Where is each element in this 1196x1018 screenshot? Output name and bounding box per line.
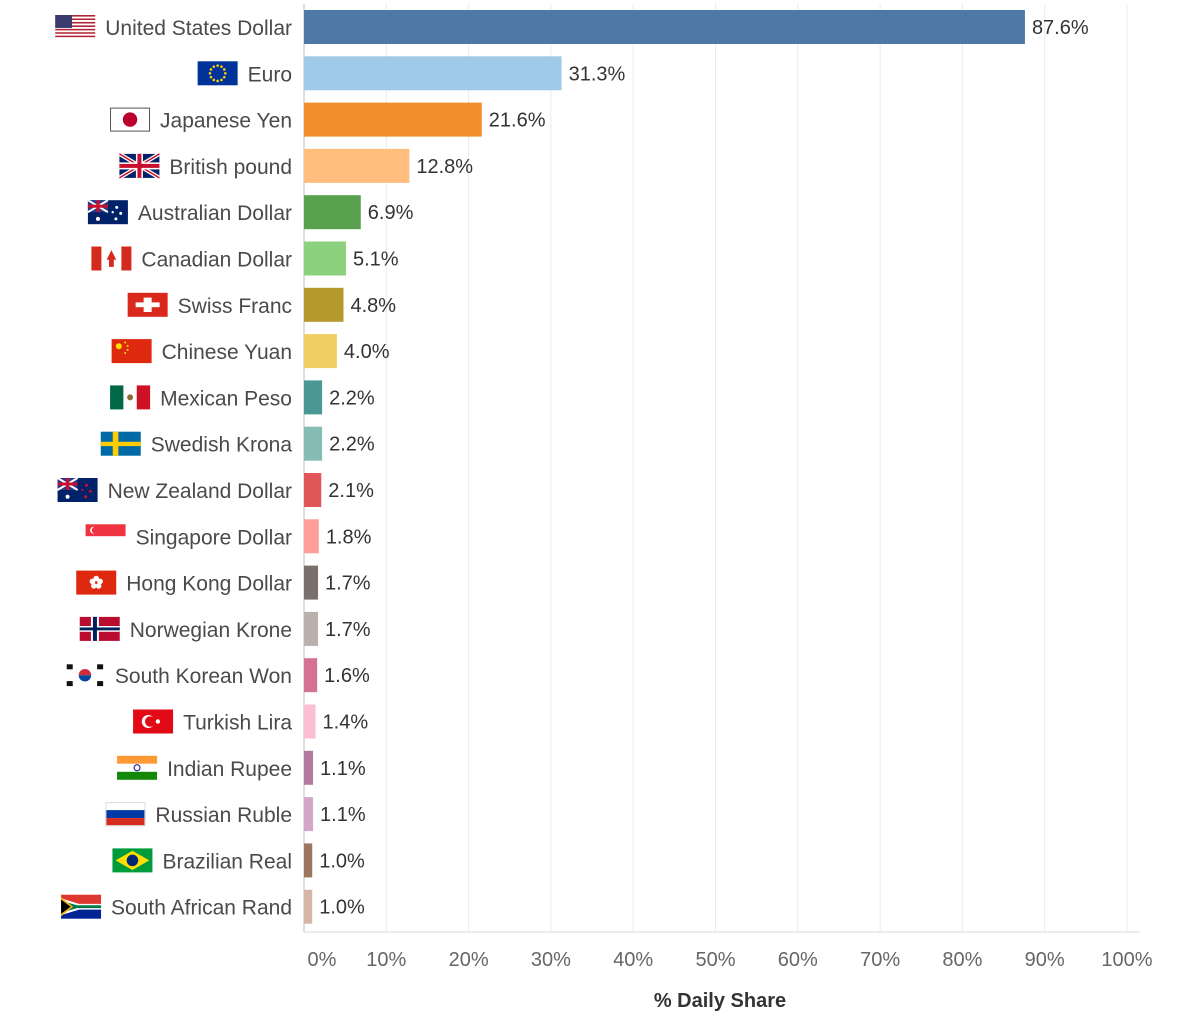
- x-tick-label: 70%: [860, 949, 900, 971]
- flag-tr-icon: [133, 709, 174, 734]
- flag-cn-icon: [111, 339, 152, 364]
- bar: [304, 473, 322, 507]
- bar: [304, 658, 318, 693]
- bar: [304, 519, 319, 554]
- bar: [304, 102, 482, 137]
- bar: [304, 750, 314, 785]
- category-label: Indian Rupee: [167, 758, 292, 781]
- category-label: United States Dollar: [105, 17, 292, 40]
- flag-ca-icon: [91, 246, 132, 271]
- bar: [304, 843, 313, 878]
- value-label: 4.0%: [344, 341, 390, 363]
- bar: [304, 797, 314, 832]
- value-label: 1.7%: [325, 619, 371, 641]
- value-label: 1.6%: [324, 665, 370, 687]
- bar: [304, 241, 346, 276]
- value-label: 2.2%: [329, 387, 375, 409]
- category-label: Singapore Dollar: [136, 526, 292, 549]
- value-label: 2.2%: [329, 434, 375, 456]
- x-tick-label: 30%: [531, 949, 571, 971]
- flag-ch-icon: [127, 292, 168, 317]
- value-label: 6.9%: [368, 202, 414, 224]
- flag-ru-icon: [105, 802, 146, 827]
- flag-in-icon: [117, 755, 158, 780]
- flag-icons: [55, 15, 238, 919]
- flag-mx-icon: [110, 385, 151, 410]
- bar: [304, 148, 410, 183]
- value-label: 87.6%: [1032, 17, 1089, 39]
- flag-no-icon: [79, 616, 120, 641]
- value-label: 1.4%: [323, 712, 369, 734]
- x-axis-ticks: 0% 10% 20% 30% 40% 50% 60% 70% 80% 90% 100%: [308, 949, 1153, 971]
- x-tick-label: 40%: [613, 949, 653, 971]
- bar: [304, 565, 318, 600]
- category-label: Hong Kong Dollar: [126, 573, 292, 596]
- x-tick-label: 50%: [695, 949, 735, 971]
- flag-uk-icon: [118, 152, 161, 180]
- value-label: 1.0%: [319, 897, 365, 919]
- category-labels: United States Dollar Euro Japanese Yen Brit…: [105, 17, 292, 920]
- x-tick-label: 10%: [366, 949, 406, 971]
- flag-us-icon: [55, 15, 96, 39]
- category-label: Norwegian Krone: [130, 619, 292, 642]
- value-label: 1.8%: [326, 526, 372, 548]
- bar: [304, 704, 316, 739]
- category-label: Canadian Dollar: [141, 249, 292, 272]
- value-label: 1.1%: [320, 758, 366, 780]
- bar: [304, 380, 323, 415]
- x-tick-label: 0%: [308, 949, 337, 971]
- bar: [304, 611, 318, 646]
- category-label: Japanese Yen: [160, 110, 292, 133]
- flag-jp-icon: [110, 107, 151, 132]
- value-label: 21.6%: [489, 110, 546, 132]
- bar: [304, 195, 361, 230]
- flag-se-icon: [100, 431, 141, 456]
- category-label: Brazilian Real: [162, 850, 292, 873]
- category-label: British pound: [169, 156, 292, 179]
- category-label: South Korean Won: [115, 665, 292, 688]
- bar: [304, 889, 313, 924]
- flag-eu-icon: [197, 61, 238, 86]
- category-label: Swedish Krona: [151, 434, 293, 457]
- category-label: Mexican Peso: [160, 387, 292, 410]
- flag-br-icon: [112, 848, 153, 873]
- category-label: Swiss Franc: [178, 295, 292, 318]
- value-label: 31.3%: [569, 63, 626, 85]
- category-label: Russian Ruble: [155, 804, 292, 827]
- x-axis-title: % Daily Share: [654, 990, 786, 1012]
- grid-lines: [303, 4, 1140, 933]
- bar: [304, 334, 337, 369]
- flag-hk-icon: [76, 570, 117, 595]
- x-tick-label: 20%: [449, 949, 489, 971]
- value-label: 2.1%: [328, 480, 374, 502]
- value-label: 12.8%: [416, 156, 473, 178]
- flag-kr-icon: [64, 663, 105, 688]
- x-tick-label: 100%: [1101, 949, 1152, 971]
- category-label: Chinese Yuan: [162, 341, 292, 364]
- x-tick-label: 60%: [778, 949, 818, 971]
- x-tick-label: 90%: [1025, 949, 1065, 971]
- bar: [304, 426, 323, 461]
- flag-nz-icon: [57, 477, 98, 502]
- value-label: 5.1%: [353, 249, 399, 271]
- value-label: 1.0%: [319, 850, 365, 872]
- x-tick-label: 80%: [942, 949, 982, 971]
- flag-au-icon: [87, 199, 128, 225]
- bars: [304, 10, 1025, 924]
- bar: [304, 287, 344, 322]
- value-label: 1.1%: [320, 804, 366, 826]
- flag-sg-icon: [85, 524, 126, 549]
- value-label: 1.7%: [325, 573, 371, 595]
- category-label: Australian Dollar: [138, 202, 292, 225]
- bar: [304, 56, 562, 91]
- value-labels: 87.6% 31.3% 21.6% 12.8% 6.9% 5.1% 4.8% 4.0% 2.2%…: [319, 17, 1089, 919]
- bar: [304, 10, 1025, 44]
- category-label: Turkish Lira: [183, 712, 292, 735]
- category-label: South African Rand: [111, 897, 292, 920]
- value-label: 4.8%: [351, 295, 397, 317]
- category-label: Euro: [248, 63, 292, 86]
- flag-za-icon: [61, 894, 102, 919]
- category-label: New Zealand Dollar: [108, 480, 292, 503]
